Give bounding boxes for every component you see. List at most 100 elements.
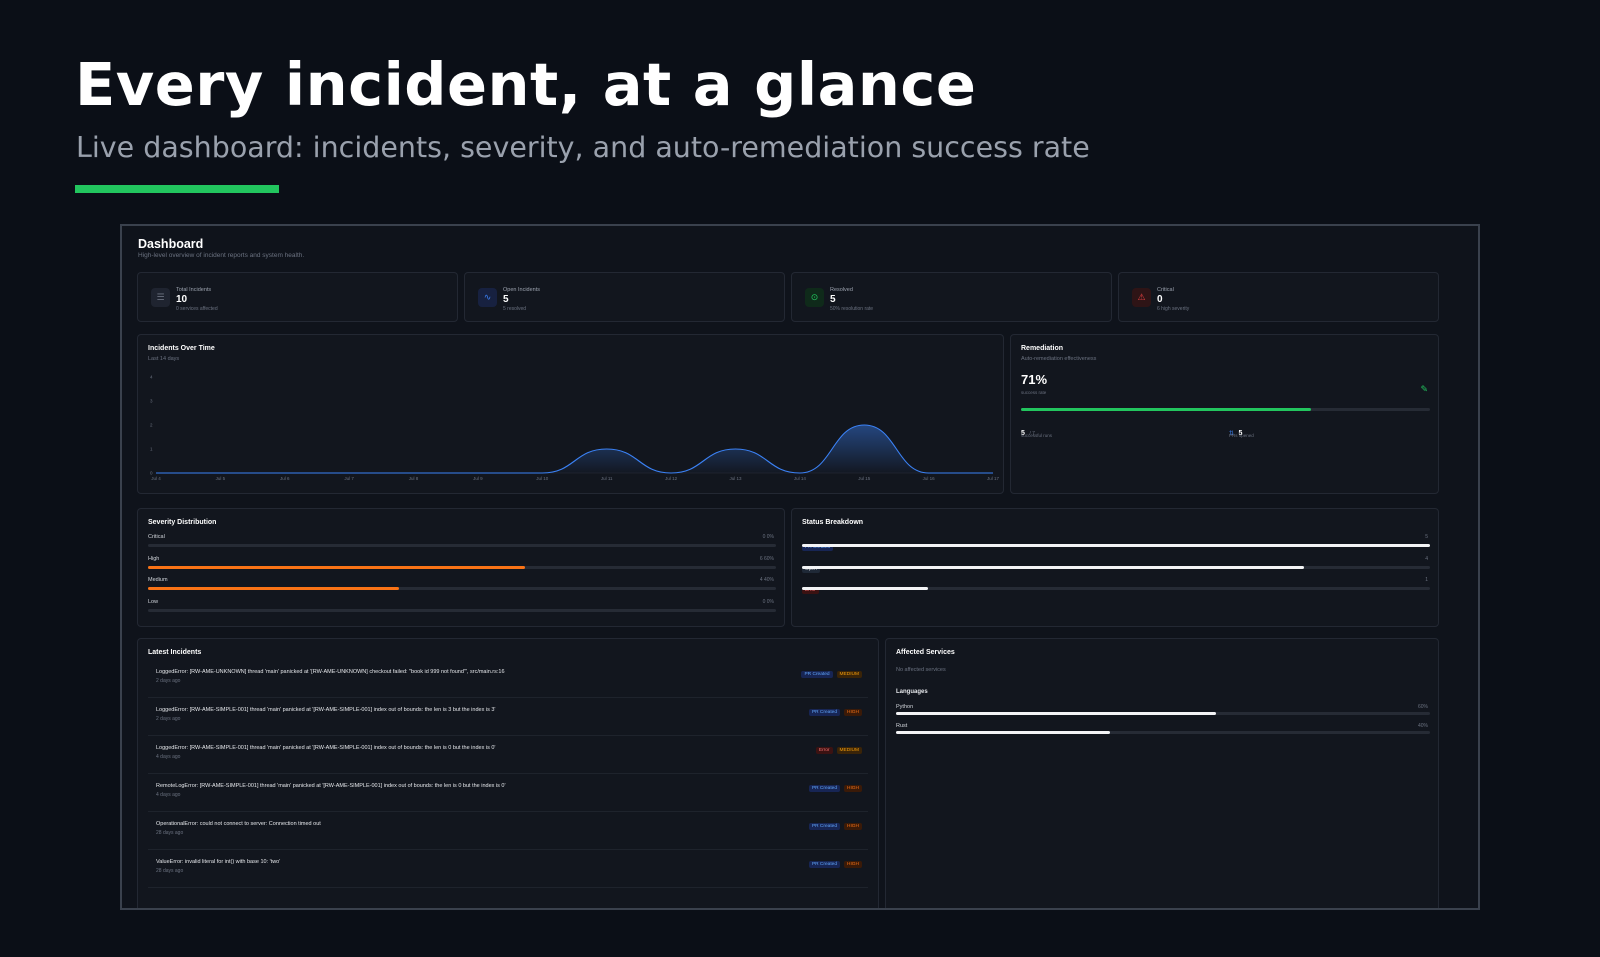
incident-title: LoggedError: [RW-AME-SIMPLE-001] thread …	[156, 707, 496, 713]
incident-time: 4 days ago	[156, 792, 181, 798]
dashboard-screenshot-frame: Dashboard High-level overview of inciden…	[120, 224, 1480, 910]
incident-row[interactable]: LoggedError: [RW-AME-SIMPLE-001] thread …	[148, 702, 868, 736]
x-tick-label: Jul 9	[473, 476, 483, 481]
hero-underline	[75, 185, 279, 193]
card-subtitle: Auto-remediation effectiveness	[1021, 356, 1097, 362]
stat-card-critical[interactable]: ⚠ Critical 0 6 high severity	[1118, 272, 1439, 322]
hero-title: Every incident, at a glance	[75, 50, 977, 119]
incident-title: ValueError: invalid literal for int() wi…	[156, 859, 281, 865]
stat-note: 5 resolved	[503, 306, 527, 312]
status-breakdown-card: Status Breakdown PR Created 5 Open 4 Error 1	[791, 508, 1439, 627]
remediation-progress-fill	[1021, 408, 1312, 411]
severity-bar	[148, 565, 776, 569]
severity-pct: 0%	[766, 534, 774, 540]
success-rate-label: success rate	[1021, 390, 1047, 395]
stat-value: 10	[176, 294, 188, 305]
severity-label: Medium	[148, 577, 168, 583]
severity-pct: 0%	[766, 598, 774, 605]
stat-card-resolved[interactable]: ⊙ Resolved 5 50% resolution rate	[791, 272, 1112, 322]
successful-runs-label: successful runs	[1021, 433, 1053, 438]
severity-badge: MEDIUM	[836, 671, 862, 678]
severity-count: 0 0%	[763, 599, 774, 605]
severity-pct: 40%	[763, 577, 774, 583]
language-bar-fill	[896, 712, 1217, 715]
y-tick-label: 2	[150, 423, 153, 428]
stat-note: 6 high severity	[1157, 306, 1190, 312]
remediation-card: Remediation Auto-remediation effectivene…	[1010, 334, 1439, 494]
stat-label: Critical	[1157, 287, 1174, 293]
severity-count: 0 0%	[763, 534, 774, 540]
status-badge: Error	[815, 747, 833, 754]
stat-note: 50% resolution rate	[830, 306, 874, 312]
incident-badges: PR Created HIGH	[808, 785, 862, 792]
incident-title: LoggedError: [RW-AME-UNKNOWN] thread 'ma…	[156, 669, 505, 675]
stat-card-total[interactable]: ☰ Total Incidents 10 0 services affected	[137, 272, 458, 322]
severity-label: Critical	[148, 534, 165, 540]
prs-opened-value: 5	[1238, 430, 1243, 437]
incident-row[interactable]: RemoteLogError: [RW-AME-SIMPLE-001] thre…	[148, 778, 868, 812]
card-title: Severity Distribution	[148, 519, 217, 526]
incident-time: 2 days ago	[156, 716, 181, 722]
status-bar-fill	[802, 544, 1430, 547]
language-bar	[896, 712, 1430, 715]
status-bar	[802, 565, 1430, 569]
incident-time: 2 days ago	[156, 678, 181, 684]
prs-opened-label: PRs opened	[1229, 433, 1254, 438]
severity-count: 6 60%	[760, 556, 774, 562]
severity-pct: 60%	[763, 555, 774, 562]
status-label: PR Created	[802, 533, 834, 552]
stat-value: 0	[1157, 294, 1163, 305]
y-tick-label: 0	[150, 471, 153, 476]
incident-row[interactable]: ValueError: invalid literal for int() wi…	[148, 854, 868, 888]
activity-icon: ∿	[478, 288, 497, 307]
page-title: Dashboard	[138, 237, 204, 251]
severity-count-value: 4	[759, 577, 763, 583]
affected-services-card: Affected Services No affected services L…	[885, 638, 1439, 908]
card-title: Affected Services	[896, 649, 955, 656]
successful-runs-total: / 7	[1029, 431, 1035, 437]
incident-title: OperationalError: could not connect to s…	[156, 821, 321, 827]
card-title: Latest Incidents	[148, 649, 202, 656]
alert-triangle-icon: ⚠	[1132, 288, 1151, 307]
incident-time: 28 days ago	[156, 830, 184, 836]
x-tick-label: Jul 4	[151, 476, 161, 481]
x-tick-label: Jul 7	[344, 476, 354, 481]
x-tick-label: Jul 12	[665, 476, 678, 481]
stat-value: 5	[503, 294, 509, 305]
x-tick-label: Jul 16	[923, 476, 936, 481]
status-badge: PR Created	[801, 671, 833, 678]
incident-row[interactable]: LoggedError: [RW-AME-SIMPLE-001] thread …	[148, 740, 868, 774]
x-tick-label: Jul 17	[987, 476, 1000, 481]
area-fill	[156, 425, 993, 473]
series-line	[156, 424, 993, 474]
status-label: Open	[802, 555, 820, 574]
x-tick-label: Jul 14	[794, 476, 807, 481]
prs-opened: ⇅ 5	[1229, 422, 1242, 440]
language-pct: 60%	[1417, 704, 1428, 710]
card-title: Remediation	[1021, 345, 1064, 352]
incident-row[interactable]: LoggedError: [RW-AME-UNKNOWN] thread 'ma…	[148, 664, 868, 698]
status-count: 5	[1425, 534, 1428, 540]
card-title: Status Breakdown	[802, 519, 864, 526]
severity-label: Low	[148, 598, 159, 605]
status-bar	[802, 544, 1430, 547]
severity-bar-fill	[148, 587, 400, 590]
y-tick-label: 3	[150, 399, 153, 404]
x-tick-label: Jul 13	[729, 476, 742, 481]
severity-badge: MEDIUM	[836, 747, 862, 754]
language-name: Python	[896, 704, 914, 710]
severity-bar-fill	[148, 565, 525, 569]
incident-row[interactable]: OperationalError: could not connect to s…	[148, 816, 868, 850]
x-tick-label: Jul 10	[536, 476, 549, 481]
severity-count-value: 0	[762, 598, 766, 605]
x-tick-label: Jul 15	[858, 476, 871, 481]
language-name: Rust	[896, 723, 908, 729]
incident-time: 4 days ago	[156, 754, 181, 760]
successful-runs: 5 / 7	[1021, 422, 1035, 440]
stat-card-open[interactable]: ∿ Open Incidents 5 5 resolved	[464, 272, 785, 322]
affected-services-empty: No affected services	[896, 667, 946, 673]
remediation-progress	[1021, 408, 1430, 411]
severity-badge: HIGH	[844, 709, 862, 716]
pull-request-icon: ⇅	[1229, 431, 1235, 437]
severity-bar	[148, 544, 776, 547]
